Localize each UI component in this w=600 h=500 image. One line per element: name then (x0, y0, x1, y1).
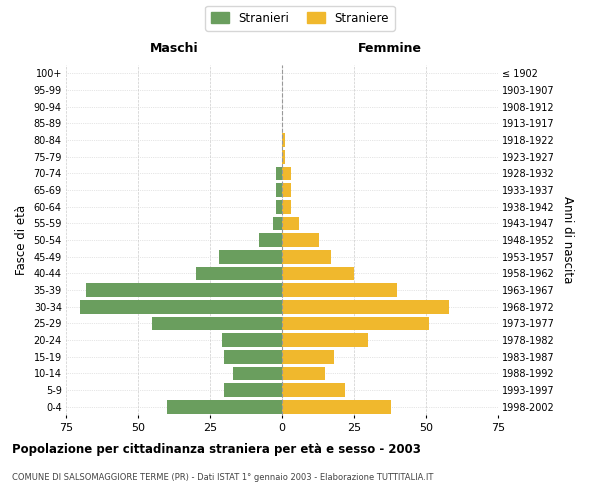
Y-axis label: Fasce di età: Fasce di età (15, 205, 28, 275)
Bar (276, 200, 282, 213)
Bar (233, 366, 282, 380)
Bar (282, 150, 285, 164)
Bar (282, 183, 290, 197)
Bar (224, 350, 282, 364)
Bar (167, 400, 282, 413)
Bar (282, 233, 319, 247)
Bar (224, 383, 282, 397)
Bar (282, 400, 391, 413)
Bar (282, 166, 290, 180)
Bar (152, 316, 282, 330)
Bar (80, 300, 282, 314)
Bar (282, 133, 285, 147)
Bar (218, 250, 282, 264)
Bar (282, 283, 397, 297)
Text: Popolazione per cittadinanza straniera per età e sesso - 2003: Popolazione per cittadinanza straniera p… (12, 442, 421, 456)
Bar (196, 266, 282, 280)
Bar (274, 216, 282, 230)
Bar (276, 166, 282, 180)
Y-axis label: Anni di nascita: Anni di nascita (562, 196, 574, 284)
Bar (282, 266, 354, 280)
Text: Femmine: Femmine (358, 42, 422, 55)
Legend: Stranieri, Straniere: Stranieri, Straniere (205, 6, 395, 30)
Bar (282, 350, 334, 364)
Bar (221, 333, 282, 347)
Bar (282, 366, 325, 380)
Text: Maschi: Maschi (149, 42, 199, 55)
Bar (282, 383, 346, 397)
Text: COMUNE DI SALSOMAGGIORE TERME (PR) - Dati ISTAT 1° gennaio 2003 - Elaborazione T: COMUNE DI SALSOMAGGIORE TERME (PR) - Dat… (12, 472, 433, 482)
Bar (282, 216, 299, 230)
Bar (276, 183, 282, 197)
Bar (282, 300, 449, 314)
Bar (282, 200, 290, 213)
Bar (282, 250, 331, 264)
Bar (259, 233, 282, 247)
Bar (282, 316, 429, 330)
Bar (86, 283, 282, 297)
Bar (282, 333, 368, 347)
